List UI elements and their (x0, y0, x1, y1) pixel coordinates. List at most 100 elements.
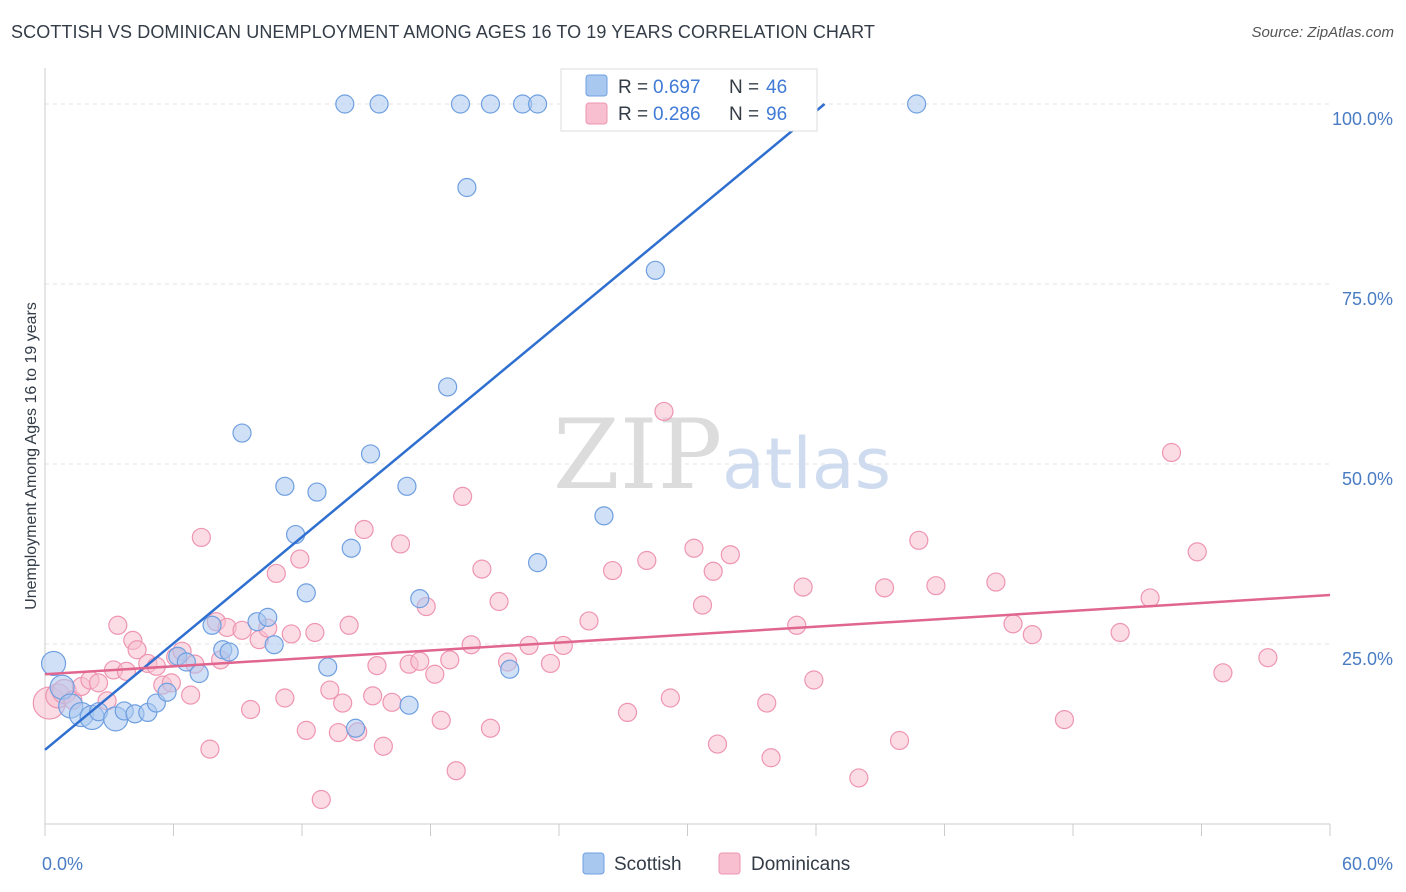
chart-source: Source: ZipAtlas.com (1251, 24, 1394, 41)
dominican-point (390, 534, 411, 554)
series-legend-label-dominican: Dominicans (751, 854, 850, 875)
scottish-points (40, 94, 927, 738)
dominican-point (367, 655, 387, 676)
dominican-point (793, 577, 813, 597)
dominican-point (720, 545, 740, 565)
dominican-point (889, 730, 910, 751)
dominican-point (108, 615, 128, 635)
dominican-point (1003, 614, 1023, 634)
x-tick-label: 60.0% (1342, 854, 1393, 874)
scottish-point (232, 423, 252, 443)
scottish-point (335, 94, 355, 114)
y-tick-label: 25.0% (1342, 649, 1393, 669)
scottish-point (40, 650, 67, 677)
dominican-point (660, 688, 680, 708)
dominican-point (654, 401, 674, 422)
dominican-point (926, 576, 946, 596)
legend-n-label-dominican: N = (729, 104, 759, 125)
dominican-point (703, 561, 723, 581)
scottish-point (397, 476, 417, 496)
dominican-point (707, 734, 728, 754)
legend-r-value-dominican: 0.286 (653, 104, 701, 125)
scottish-point (275, 476, 295, 496)
scottish-point (399, 695, 419, 715)
gridlines (45, 103, 1330, 645)
x-tick-label: 0.0% (42, 854, 83, 874)
dominican-point (874, 578, 895, 598)
dominican-point (88, 673, 109, 693)
dominican-point (1213, 663, 1233, 683)
dominican-point (986, 572, 1006, 592)
legend-r-label-scottish: R = (618, 77, 648, 98)
dominican-point (281, 624, 301, 644)
dominican-point (1054, 709, 1075, 730)
series-legend: Scottish Dominicans (582, 852, 850, 875)
dominican-point (849, 768, 869, 788)
dominican-point (363, 686, 383, 706)
dominican-point (296, 720, 316, 741)
dominican-point (617, 702, 638, 723)
dominican-point (373, 736, 393, 756)
scottish-point (157, 682, 177, 702)
dominican-point (440, 650, 460, 670)
dominican-point (787, 615, 807, 635)
dominican-point (328, 722, 349, 743)
scottish-point (527, 94, 548, 114)
dominican-point (425, 664, 445, 684)
dominican-point (232, 620, 252, 640)
dominican-point (472, 559, 492, 579)
dominican-point (339, 615, 359, 635)
dominican-point (181, 685, 201, 705)
dominican-point (266, 563, 286, 584)
x-tick-labels: 0.0% 60.0% (42, 854, 1393, 874)
regression-lines (44, 103, 1331, 751)
dominican-point (127, 640, 147, 660)
dominican-point (453, 486, 473, 506)
dominican-point (1110, 622, 1130, 643)
watermark: ZIP atlas (553, 399, 891, 511)
dominican-regression-line (44, 593, 1331, 676)
scottish-point (480, 94, 501, 114)
scottish-point (500, 659, 520, 679)
watermark-atlas: atlas (722, 423, 891, 505)
series-legend-label-scottish: Scottish (614, 854, 682, 875)
dominican-point (761, 748, 781, 768)
dominican-point (602, 560, 623, 581)
dominican-point (275, 688, 295, 708)
scottish-point (258, 607, 278, 627)
dominican-point (909, 530, 929, 550)
legend-n-label-scottish: N = (729, 77, 759, 98)
dominican-point (333, 693, 353, 713)
y-tick-label: 100.0% (1332, 109, 1393, 129)
correlation-legend: R = 0.697 N = 46 R = 0.286 N = 96 (560, 68, 818, 132)
legend-n-value-dominican: 96 (766, 104, 787, 125)
dominican-point (489, 591, 509, 612)
dominican-point (320, 680, 340, 700)
scottish-regression-line (44, 103, 826, 751)
dominican-point (461, 635, 481, 655)
dominican-point (757, 693, 777, 713)
dominican-point (1022, 625, 1042, 645)
dominican-point (692, 595, 713, 615)
series-legend-swatch-scottish (582, 852, 605, 875)
dominican-point (1140, 588, 1160, 608)
y-axis-title: Unemployment Among Ages 16 to 19 years (23, 302, 40, 610)
dominican-point (540, 653, 561, 674)
scottish-point (907, 94, 927, 114)
dominican-point (684, 538, 704, 558)
dominican-point (553, 635, 573, 656)
y-tick-labels: 25.0% 50.0% 75.0% 100.0% (1332, 109, 1393, 669)
dominican-point (290, 549, 310, 569)
dominican-point (241, 699, 261, 720)
watermark-zip: ZIP (553, 399, 722, 511)
dominican-point (480, 718, 501, 738)
dominican-point (579, 611, 599, 631)
legend-r-label-dominican: R = (618, 104, 648, 125)
dominican-point (431, 710, 451, 730)
dominican-point (1258, 648, 1278, 668)
dominican-point (446, 761, 466, 781)
legend-n-value-scottish: 46 (766, 77, 787, 98)
scottish-point (527, 553, 548, 573)
dominican-point (637, 550, 657, 571)
